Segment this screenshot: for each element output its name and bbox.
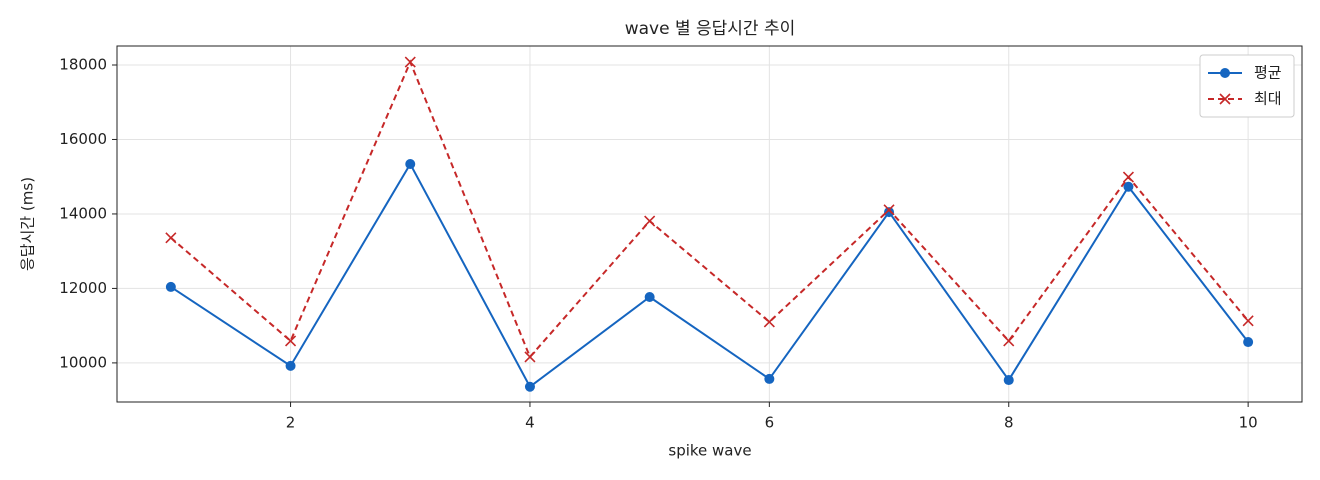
data-point: [883, 204, 895, 216]
data-point: [285, 360, 296, 371]
legend-marker: [1220, 68, 1230, 78]
chart-title: wave 별 응답시간 추이: [625, 19, 796, 39]
data-point: [524, 381, 535, 392]
y-tick-label: 14000: [59, 204, 107, 222]
x-tick-label: 10: [1239, 414, 1258, 432]
data-point: [284, 335, 297, 347]
legend-marker: [1219, 93, 1231, 105]
data-point: [165, 281, 176, 292]
y-tick-label: 12000: [59, 279, 107, 297]
x-tick-label: 6: [765, 414, 775, 432]
series-line: [170, 162, 1249, 389]
y-tick-label: 10000: [59, 353, 107, 371]
x-axis-label: spike wave: [668, 442, 751, 460]
data-point: [1123, 181, 1134, 192]
data-point: [1243, 337, 1254, 348]
data-point: [1003, 335, 1015, 347]
x-tick-label: 2: [286, 414, 296, 432]
data-point: [764, 373, 775, 384]
data-point: [1122, 171, 1135, 183]
data-point: [165, 232, 177, 244]
data-point: [405, 159, 416, 170]
data-point: [1003, 375, 1014, 386]
legend-label: 평균: [1254, 64, 1282, 82]
data-point: [763, 316, 775, 328]
y-tick-label: 16000: [59, 130, 107, 148]
x-tick-label: 8: [1004, 414, 1014, 432]
legend-label: 최대: [1254, 90, 1282, 108]
data-point: [884, 207, 895, 218]
data-point: [524, 351, 536, 363]
plot-frame: [116, 45, 1303, 403]
data-point: [644, 215, 656, 227]
y-tick-label: 18000: [59, 55, 107, 73]
data-point: [644, 291, 655, 302]
x-tick-label: 4: [525, 414, 535, 432]
series-line: [170, 59, 1249, 359]
data-point: [1242, 315, 1254, 327]
y-axis-label: 응답시간 (ms): [19, 177, 37, 271]
data-point: [404, 56, 416, 68]
